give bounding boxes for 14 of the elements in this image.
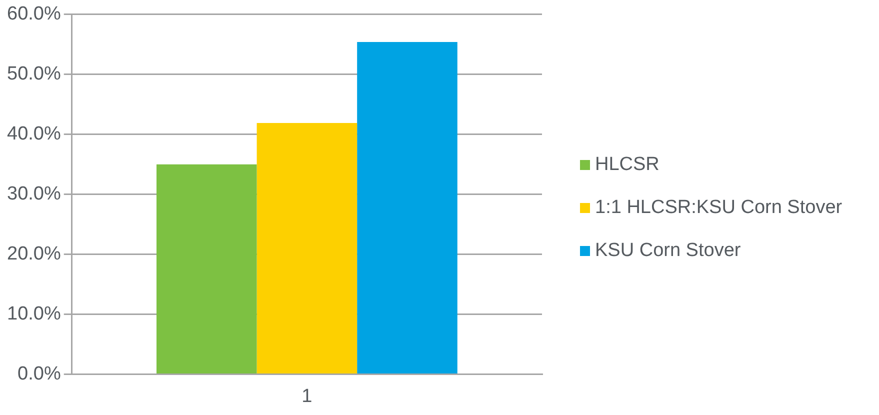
x-tick-label: 1 [302, 386, 312, 407]
bar [357, 42, 458, 374]
legend-label: 1:1 HLCSR:KSU Corn Stover [595, 196, 842, 219]
y-tick-label: 40.0% [7, 124, 61, 145]
y-tick-label: 10.0% [7, 303, 61, 324]
y-tick-label: 30.0% [7, 184, 61, 205]
bar [256, 122, 358, 374]
y-tick-label: 20.0% [7, 244, 61, 264]
y-tick-label: 60.0% [7, 4, 61, 25]
legend-label: HLCSR [595, 153, 660, 176]
y-tick-label: 50.0% [7, 64, 61, 85]
legend-label: KSU Corn Stover [595, 239, 741, 262]
y-tick-label: 0.0% [18, 363, 61, 384]
bar [156, 164, 257, 374]
